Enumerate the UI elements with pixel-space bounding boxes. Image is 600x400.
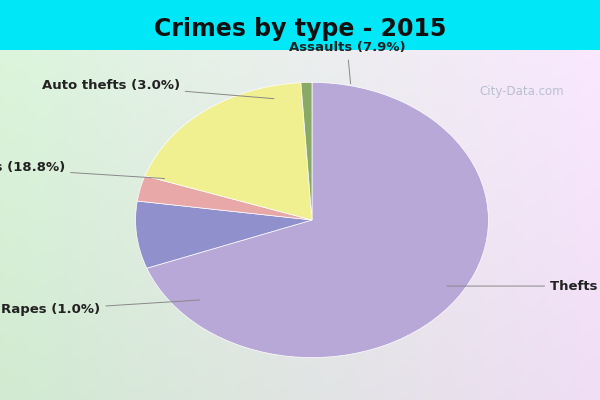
Text: Burglaries (18.8%): Burglaries (18.8%) [0, 161, 164, 178]
Text: City-Data.com: City-Data.com [479, 86, 565, 98]
Text: Crimes by type - 2015: Crimes by type - 2015 [154, 17, 446, 41]
Wedge shape [145, 83, 312, 220]
Wedge shape [147, 82, 488, 358]
Text: Thefts (69.3%): Thefts (69.3%) [447, 280, 600, 292]
Wedge shape [301, 82, 312, 220]
Wedge shape [137, 176, 312, 220]
Wedge shape [136, 201, 312, 268]
Text: Auto thefts (3.0%): Auto thefts (3.0%) [41, 79, 274, 99]
Text: Assaults (7.9%): Assaults (7.9%) [289, 42, 406, 84]
Text: Rapes (1.0%): Rapes (1.0%) [1, 300, 200, 316]
